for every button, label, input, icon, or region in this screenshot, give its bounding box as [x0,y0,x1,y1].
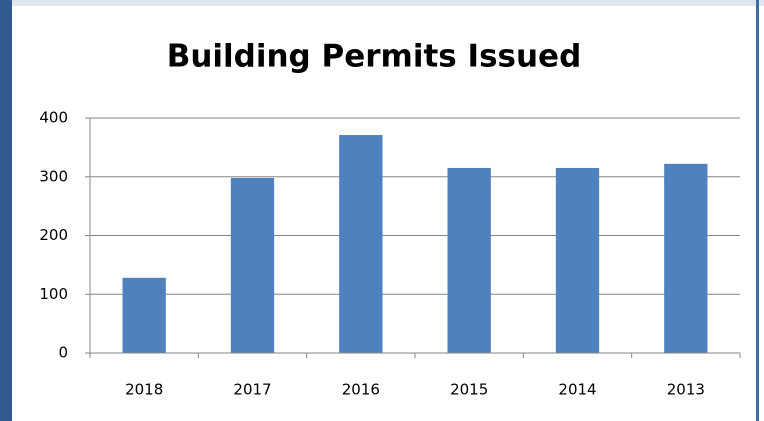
x-tick-label: 2014 [558,381,596,399]
x-tick-label: 2018 [125,381,163,399]
right-frame [756,0,759,421]
sheet-strip [0,0,764,6]
bar [447,167,491,353]
bar [339,135,383,353]
x-tick-label: 2017 [233,381,271,399]
chart-title: Building Permits Issued [167,39,582,75]
y-tick-label: 400 [39,109,68,127]
y-tick-label: 0 [58,344,68,362]
bar [555,167,600,353]
x-tick-label: 2013 [667,381,705,399]
y-tick-label: 300 [39,167,68,185]
bar [122,277,166,353]
left-frame [0,0,12,421]
x-tick-label: 2015 [450,381,488,399]
y-tick-label: 100 [39,285,68,303]
x-tick-label: 2016 [342,381,380,399]
y-tick-label: 200 [39,226,68,244]
bar [664,163,708,353]
bar [230,177,275,353]
